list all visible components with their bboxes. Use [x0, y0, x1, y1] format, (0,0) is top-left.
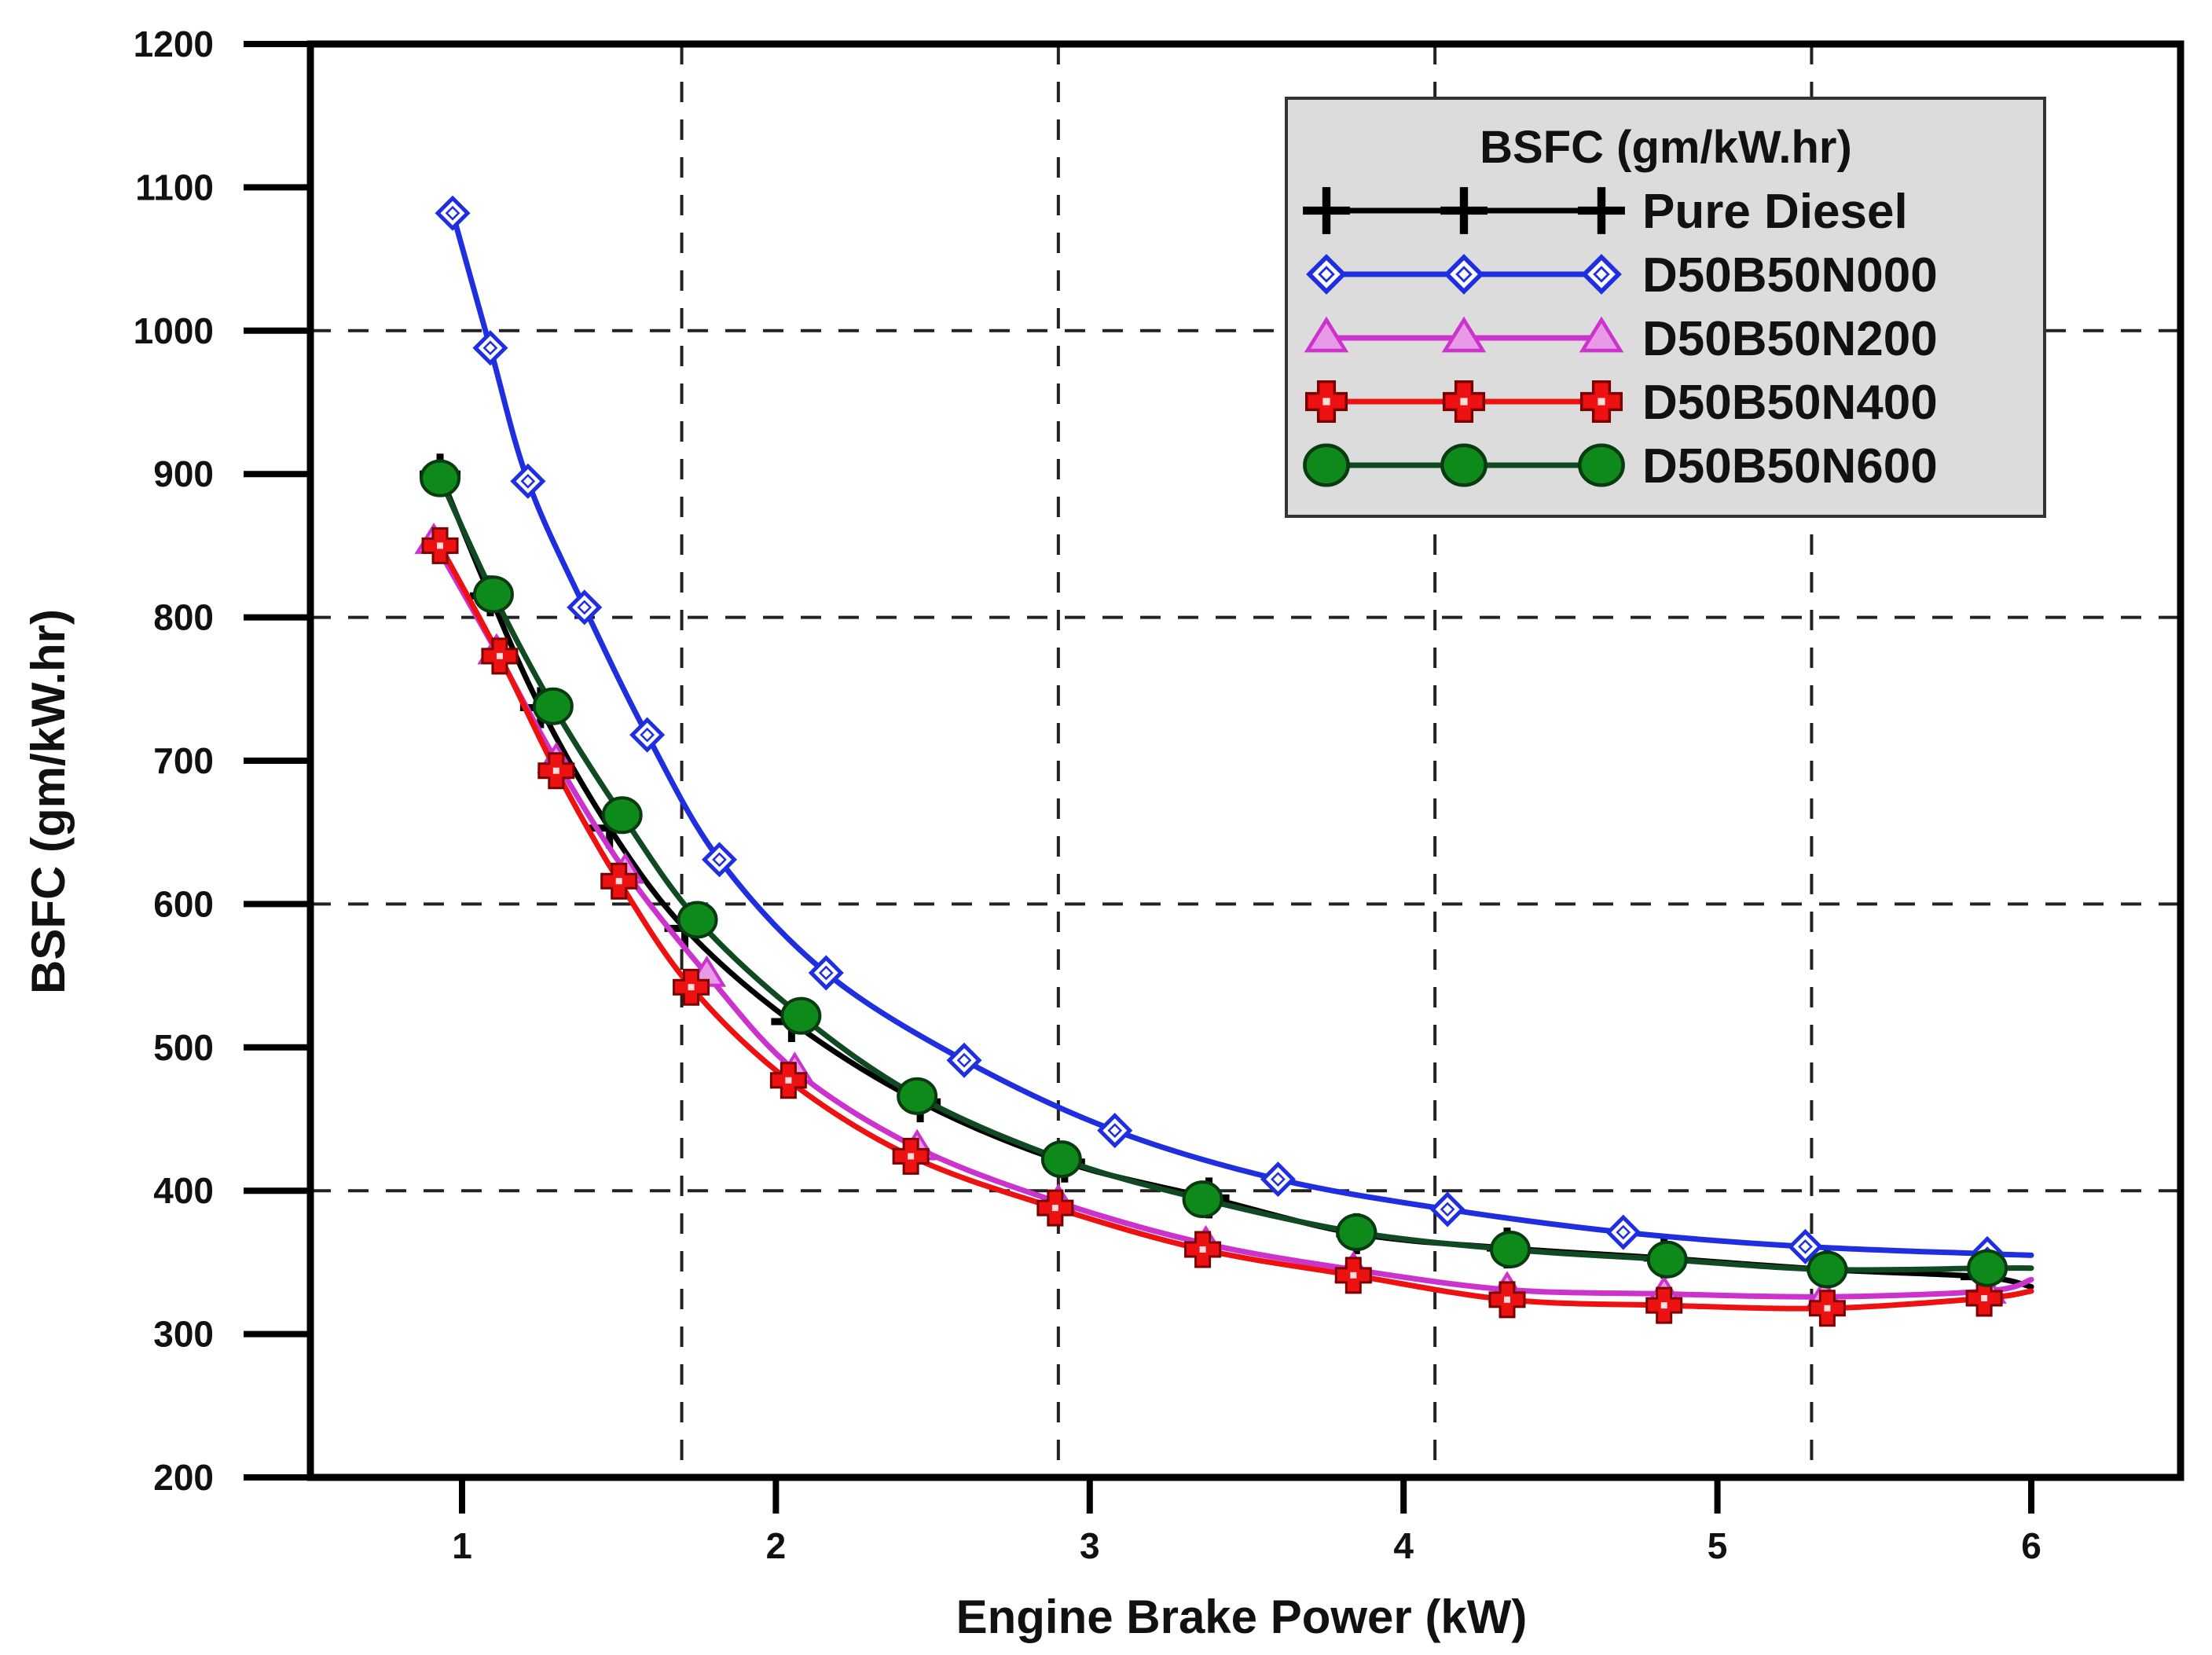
y-tick-label: 700	[153, 740, 214, 781]
data-point	[1646, 1240, 1688, 1279]
series-d50b50n600	[420, 459, 2034, 1289]
legend-marker	[1442, 380, 1486, 424]
data-point	[808, 955, 844, 991]
data-point	[537, 752, 575, 790]
y-tick-label: 800	[153, 597, 214, 638]
data-point	[780, 996, 822, 1035]
legend-entry: D50B50N600	[1303, 439, 1938, 494]
series-layer	[414, 195, 2034, 1327]
data-point	[472, 330, 508, 366]
y-tick-label: 900	[153, 453, 214, 494]
data-point	[1489, 1230, 1531, 1268]
data-point	[1097, 1113, 1133, 1149]
data-point	[677, 901, 718, 939]
data-point	[1040, 1140, 1082, 1179]
data-point	[1334, 1257, 1372, 1294]
legend-label: D50B50N200	[1642, 312, 1938, 366]
data-point	[481, 637, 519, 675]
data-point	[1807, 1250, 1848, 1289]
y-tick-label: 1200	[134, 24, 214, 64]
legend-marker	[1441, 316, 1487, 353]
data-point	[1965, 1279, 2003, 1317]
data-point	[946, 1042, 982, 1078]
legend-entry: D50B50N200	[1304, 312, 1938, 366]
legend-marker	[1443, 254, 1484, 295]
x-axis: 1 2 3 4 5 6	[452, 1477, 2041, 1566]
legend: BSFC (gm/kW.hr) Pure Diesel D50B50N000 D50…	[1285, 97, 2046, 518]
y-axis-title: BSFC (gm/kW.hr)	[22, 609, 75, 994]
data-point	[420, 459, 461, 497]
x-tick-label: 5	[1708, 1525, 1728, 1566]
legend-label: D50B50N600	[1642, 439, 1938, 494]
legend-marker	[1440, 443, 1488, 487]
data-point	[892, 1137, 930, 1175]
legend-marker	[1579, 380, 1623, 424]
y-tick-label: 600	[153, 883, 214, 924]
legend-marker	[1440, 187, 1488, 234]
legend-label: D50B50N000	[1642, 248, 1938, 303]
y-tick-label: 500	[153, 1027, 214, 1068]
x-axis-title: Engine Brake Power (kW)	[956, 1591, 1528, 1643]
data-point	[510, 463, 546, 499]
legend-marker	[1303, 187, 1350, 234]
legend-marker	[1581, 254, 1622, 295]
legend-marker	[1304, 316, 1349, 353]
legend-entry: Pure Diesel	[1303, 185, 1908, 239]
series-d50b50n400	[421, 527, 2034, 1327]
x-tick-label: 3	[1080, 1525, 1100, 1566]
y-tick-label: 400	[153, 1170, 214, 1211]
legend-marker	[1578, 443, 1625, 487]
data-point	[472, 575, 514, 614]
y-axis: 200 300 400 500 600 700 800 900 1000 1100 1200	[134, 24, 310, 1498]
x-tick-label: 4	[1393, 1525, 1414, 1566]
legend-entry: D50B50N400	[1304, 376, 1938, 430]
data-point	[1260, 1161, 1296, 1198]
legend-entry: D50B50N000	[1306, 248, 1938, 303]
data-point	[1787, 1228, 1823, 1264]
data-point	[435, 195, 471, 231]
data-point	[1808, 1290, 1846, 1327]
data-point	[567, 589, 603, 626]
data-point	[1036, 1189, 1074, 1227]
legend-label: Pure Diesel	[1642, 185, 1908, 239]
legend-marker	[1306, 254, 1347, 295]
data-point	[701, 842, 738, 878]
legend-entries: Pure Diesel D50B50N000 D50B50N200 D50B50N40…	[1303, 185, 1938, 494]
data-point	[1336, 1213, 1377, 1252]
data-point	[629, 717, 666, 753]
legend-title: BSFC (gm/kW.hr)	[1480, 122, 1852, 173]
data-point	[1605, 1214, 1642, 1250]
data-point	[1488, 1281, 1526, 1319]
data-point	[673, 968, 710, 1006]
data-point	[601, 796, 643, 835]
data-point	[1967, 1249, 2008, 1287]
y-tick-label: 1000	[134, 310, 214, 351]
data-point	[600, 862, 638, 900]
legend-marker	[1304, 380, 1348, 424]
series-d50b50n000	[435, 195, 2034, 1272]
legend-marker	[1303, 443, 1350, 487]
data-point	[1184, 1231, 1222, 1268]
data-point	[1645, 1286, 1683, 1324]
data-point	[1429, 1191, 1465, 1227]
data-point	[421, 527, 459, 564]
legend-marker	[1579, 316, 1624, 353]
legend-label: D50B50N400	[1642, 376, 1938, 430]
legend-marker	[1578, 187, 1625, 234]
data-point	[1182, 1180, 1223, 1219]
y-tick-label: 200	[153, 1457, 214, 1498]
x-tick-label: 2	[766, 1525, 787, 1566]
x-tick-label: 1	[452, 1525, 472, 1566]
legend-box	[1285, 97, 2046, 518]
data-point	[897, 1077, 938, 1115]
x-tick-label: 6	[2021, 1525, 2041, 1566]
data-point	[532, 687, 574, 725]
data-point	[769, 1062, 807, 1099]
y-tick-label: 1100	[135, 167, 214, 207]
y-tick-label: 300	[153, 1314, 214, 1355]
